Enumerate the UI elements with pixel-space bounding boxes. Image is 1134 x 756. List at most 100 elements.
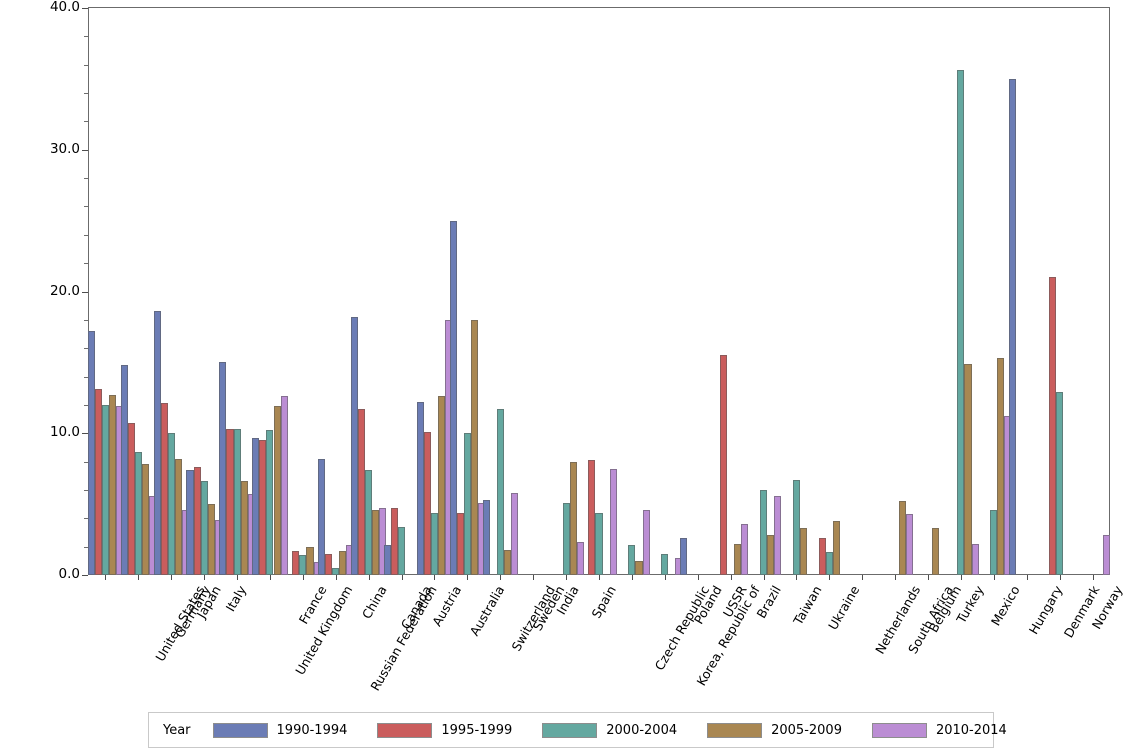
x-tick-mark xyxy=(862,575,864,580)
legend-entry[interactable]: 2000-2004 xyxy=(542,722,677,738)
bar xyxy=(661,553,669,575)
x-tick-mark xyxy=(993,575,995,580)
legend-entry[interactable]: 2010-2014 xyxy=(871,722,1007,738)
bar xyxy=(635,560,643,575)
bar xyxy=(774,495,782,575)
bar xyxy=(496,409,504,575)
y-tick-mark-minor xyxy=(84,546,88,548)
y-tick-mark-minor xyxy=(84,93,88,95)
x-tick-mark xyxy=(105,575,107,580)
bar-group xyxy=(614,8,650,575)
x-tick-mark xyxy=(467,575,469,580)
y-tick-mark-minor xyxy=(84,263,88,265)
bar xyxy=(134,451,142,575)
bar-group xyxy=(350,8,387,575)
legend-entry[interactable]: 1990-1994 xyxy=(212,722,347,738)
bar xyxy=(734,543,742,575)
bar xyxy=(280,396,288,575)
bar xyxy=(252,437,260,575)
legend-swatch xyxy=(871,722,927,738)
y-tick-mark-minor xyxy=(84,518,88,520)
bar xyxy=(449,220,457,575)
x-tick-label: Australia xyxy=(467,583,508,639)
bar xyxy=(562,502,570,575)
y-tick-label: 20.0 xyxy=(49,282,80,299)
bar-group xyxy=(779,8,815,575)
bar xyxy=(971,543,979,575)
bar xyxy=(719,355,728,575)
y-tick-mark-minor xyxy=(84,121,88,123)
bar xyxy=(292,550,300,575)
y-tick-mark-minor xyxy=(84,348,88,350)
bar-group xyxy=(581,8,617,575)
legend-entry[interactable]: 1995-1999 xyxy=(377,722,512,738)
x-tick-mark xyxy=(928,575,930,580)
bar xyxy=(576,542,584,575)
y-tick-mark-minor xyxy=(84,64,88,66)
x-tick-mark xyxy=(960,575,962,580)
bar-group xyxy=(713,8,749,575)
bar xyxy=(153,311,161,575)
y-tick-mark-minor xyxy=(84,376,88,378)
bar xyxy=(383,545,391,575)
bar xyxy=(240,481,248,575)
bar xyxy=(127,423,135,575)
bar xyxy=(101,404,109,575)
bar-group xyxy=(976,8,1012,575)
y-tick-mark xyxy=(82,291,88,293)
y-tick-mark xyxy=(82,149,88,151)
x-tick-mark xyxy=(401,575,403,580)
bar-group xyxy=(548,8,584,575)
bar xyxy=(339,550,347,575)
bar xyxy=(94,389,102,575)
bar-group xyxy=(943,8,979,575)
x-tick-mark xyxy=(829,575,831,580)
bar xyxy=(219,362,227,575)
bar xyxy=(767,535,775,575)
bar xyxy=(1048,277,1057,575)
bar xyxy=(1056,392,1064,575)
legend-swatch xyxy=(377,722,433,738)
x-tick-label: Italy xyxy=(222,583,250,614)
y-tick-mark-minor xyxy=(84,36,88,38)
bar xyxy=(463,433,471,575)
bar-group xyxy=(120,8,157,575)
bar xyxy=(1103,535,1111,575)
bar xyxy=(456,512,464,575)
x-tick-mark xyxy=(204,575,206,580)
legend-entry[interactable]: 2005-2009 xyxy=(707,722,842,738)
bar-group xyxy=(153,8,190,575)
bar-group xyxy=(515,8,551,575)
y-tick-mark xyxy=(82,575,88,576)
legend-label: 2005-2009 xyxy=(771,722,842,738)
bar-group xyxy=(87,8,124,575)
y-tick-label: 30.0 xyxy=(49,140,80,157)
bar xyxy=(609,468,617,575)
y-tick-label: 10.0 xyxy=(49,424,80,441)
bar xyxy=(430,512,438,575)
bar xyxy=(438,396,446,575)
bar xyxy=(990,509,998,575)
bar xyxy=(792,480,800,575)
bar xyxy=(350,317,359,575)
bar xyxy=(759,489,768,575)
bar xyxy=(898,501,906,575)
bar xyxy=(569,461,577,575)
bar xyxy=(233,429,241,575)
bar-group xyxy=(186,8,222,575)
bar xyxy=(306,546,314,575)
legend-title: Year xyxy=(163,722,191,738)
x-tick-mark xyxy=(664,575,666,580)
bar-group xyxy=(285,8,321,575)
bar-group xyxy=(1008,8,1045,575)
bar xyxy=(818,538,826,575)
x-tick-mark xyxy=(500,575,502,580)
bar xyxy=(332,567,340,575)
bar xyxy=(167,433,175,575)
bar xyxy=(299,555,307,575)
bar xyxy=(120,365,128,575)
bar xyxy=(470,319,479,575)
plot-area xyxy=(87,8,1111,575)
bar-group xyxy=(910,8,946,575)
